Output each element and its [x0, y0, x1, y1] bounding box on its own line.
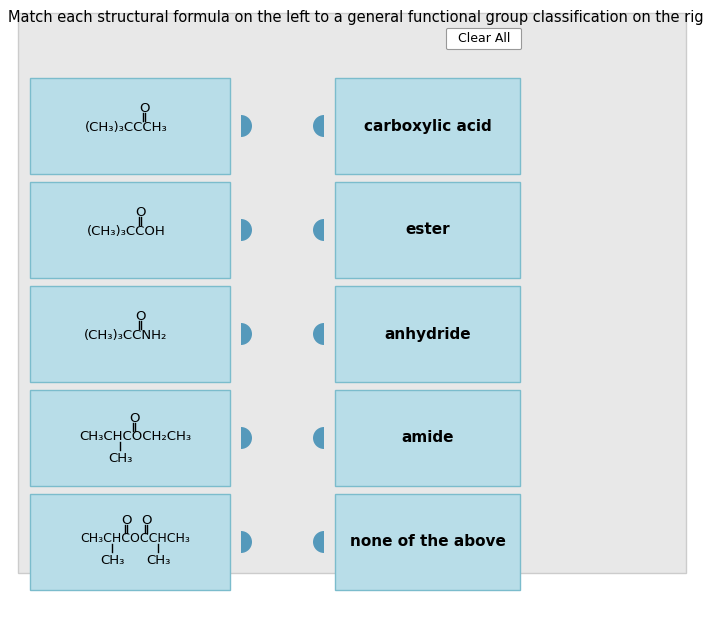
Text: (CH₃)₃CCNH₂: (CH₃)₃CCNH₂ [84, 330, 168, 343]
Text: Clear All: Clear All [458, 32, 510, 45]
Bar [30, 286, 230, 382]
Bar [30, 390, 230, 486]
Text: anhydride: anhydride [384, 326, 471, 341]
Wedge shape [313, 219, 324, 241]
Text: none of the above: none of the above [350, 535, 505, 549]
Wedge shape [241, 323, 252, 345]
Bar [18, 13, 686, 573]
Bar [335, 494, 520, 590]
Bar [335, 182, 520, 278]
Text: ester: ester [406, 222, 450, 237]
Bar [335, 286, 520, 382]
Text: Match each structural formula on the left to a general functional group classifi: Match each structural formula on the lef… [8, 10, 704, 25]
Wedge shape [313, 323, 324, 345]
Wedge shape [313, 115, 324, 137]
Text: O: O [139, 103, 149, 115]
Bar [335, 390, 520, 486]
Wedge shape [241, 219, 252, 241]
Text: O: O [141, 515, 151, 528]
Text: O: O [134, 310, 145, 323]
Bar [30, 78, 230, 174]
Text: (CH₃)₃CCCH₃: (CH₃)₃CCCH₃ [84, 121, 168, 135]
Wedge shape [241, 531, 252, 553]
Wedge shape [241, 427, 252, 449]
Text: O: O [134, 206, 145, 219]
Text: CH₃: CH₃ [146, 554, 170, 568]
Wedge shape [313, 427, 324, 449]
Text: CH₃: CH₃ [108, 452, 132, 465]
Text: O: O [121, 515, 131, 528]
Text: CH₃CHCOCCHCH₃: CH₃CHCOCCHCH₃ [80, 531, 190, 545]
Wedge shape [241, 115, 252, 137]
Text: CH₃CHCOCH₂CH₃: CH₃CHCOCH₂CH₃ [79, 429, 191, 442]
Text: carboxylic acid: carboxylic acid [364, 118, 491, 133]
Text: O: O [129, 412, 139, 426]
FancyBboxPatch shape [446, 29, 522, 49]
Bar [30, 182, 230, 278]
Wedge shape [313, 531, 324, 553]
Text: (CH₃)₃CCOH: (CH₃)₃CCOH [87, 226, 165, 239]
Bar [30, 494, 230, 590]
Bar [335, 78, 520, 174]
Text: CH₃: CH₃ [100, 554, 124, 568]
Text: amide: amide [401, 430, 454, 445]
